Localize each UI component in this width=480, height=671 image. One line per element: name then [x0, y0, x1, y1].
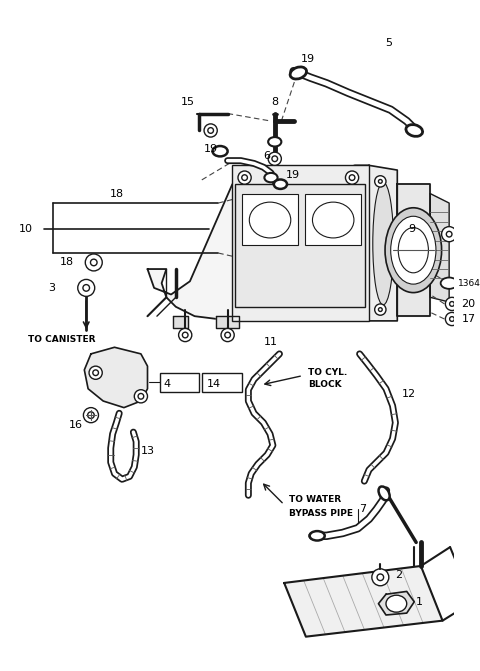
Circle shape — [445, 297, 458, 311]
Polygon shape — [430, 194, 449, 302]
Ellipse shape — [312, 202, 354, 238]
Circle shape — [375, 304, 386, 315]
Text: 8: 8 — [271, 97, 278, 107]
Text: 7: 7 — [360, 505, 367, 515]
Ellipse shape — [391, 216, 436, 284]
Ellipse shape — [290, 67, 307, 79]
Circle shape — [442, 227, 456, 242]
Text: 12: 12 — [402, 389, 416, 399]
Ellipse shape — [264, 173, 277, 183]
Circle shape — [346, 171, 359, 185]
Circle shape — [182, 332, 188, 338]
Ellipse shape — [274, 180, 287, 189]
Circle shape — [272, 156, 277, 162]
Circle shape — [83, 285, 90, 291]
Circle shape — [89, 366, 102, 379]
Ellipse shape — [379, 486, 390, 501]
Text: 11: 11 — [264, 337, 277, 347]
Text: 16: 16 — [69, 419, 83, 429]
Text: BLOCK: BLOCK — [308, 380, 341, 389]
Text: 20: 20 — [461, 299, 476, 309]
Ellipse shape — [310, 531, 324, 541]
Polygon shape — [284, 566, 443, 637]
Text: 19: 19 — [286, 170, 300, 180]
Circle shape — [242, 174, 247, 180]
Text: TO CYL.: TO CYL. — [308, 368, 347, 377]
Circle shape — [378, 308, 382, 311]
Ellipse shape — [398, 227, 429, 273]
Circle shape — [208, 127, 214, 134]
Circle shape — [225, 332, 230, 338]
Circle shape — [238, 171, 251, 185]
Circle shape — [134, 390, 147, 403]
Bar — [160, 372, 199, 392]
Ellipse shape — [373, 183, 394, 305]
Text: 18: 18 — [60, 258, 74, 268]
Circle shape — [221, 328, 234, 342]
Text: 19: 19 — [301, 54, 315, 64]
Circle shape — [88, 412, 94, 419]
Circle shape — [179, 328, 192, 342]
Circle shape — [450, 317, 455, 321]
Circle shape — [445, 313, 458, 325]
Circle shape — [93, 370, 98, 376]
Text: TO WATER: TO WATER — [289, 495, 341, 505]
Circle shape — [204, 124, 217, 137]
Text: 5: 5 — [385, 38, 392, 48]
Polygon shape — [378, 591, 414, 615]
Circle shape — [349, 174, 355, 180]
Text: 9: 9 — [408, 223, 416, 234]
Circle shape — [446, 231, 452, 237]
Bar — [305, 194, 361, 246]
Polygon shape — [147, 165, 369, 321]
Text: 15: 15 — [180, 97, 194, 107]
Polygon shape — [369, 165, 397, 321]
Text: 19: 19 — [204, 144, 218, 154]
Text: 1: 1 — [416, 597, 423, 607]
Circle shape — [138, 393, 144, 399]
Text: 10: 10 — [18, 223, 32, 234]
Bar — [235, 185, 365, 307]
Circle shape — [84, 407, 98, 423]
Text: 6: 6 — [264, 151, 270, 161]
Circle shape — [85, 254, 102, 271]
Ellipse shape — [385, 208, 442, 293]
Text: 1364: 1364 — [457, 278, 480, 288]
Ellipse shape — [249, 202, 291, 238]
Ellipse shape — [406, 125, 422, 136]
Polygon shape — [84, 348, 147, 407]
Bar — [202, 372, 242, 392]
Circle shape — [377, 574, 384, 580]
Text: 17: 17 — [461, 314, 476, 324]
Polygon shape — [216, 316, 239, 328]
Circle shape — [78, 279, 95, 297]
Ellipse shape — [268, 137, 281, 146]
Circle shape — [268, 152, 281, 165]
Polygon shape — [173, 316, 188, 328]
Bar — [232, 165, 369, 321]
Circle shape — [450, 301, 455, 306]
Text: 4: 4 — [164, 379, 171, 389]
Bar — [242, 194, 299, 246]
Text: 14: 14 — [207, 379, 221, 389]
Text: BYPASS PIPE: BYPASS PIPE — [289, 509, 353, 518]
Circle shape — [378, 180, 382, 183]
Circle shape — [375, 176, 386, 187]
Text: 3: 3 — [48, 283, 56, 293]
Text: 2: 2 — [396, 570, 403, 580]
Ellipse shape — [386, 595, 407, 612]
Text: TO CANISTER: TO CANISTER — [28, 336, 96, 344]
Polygon shape — [397, 185, 430, 316]
Text: 13: 13 — [141, 446, 155, 456]
Circle shape — [372, 569, 389, 586]
Ellipse shape — [213, 146, 228, 156]
Circle shape — [90, 259, 97, 266]
Ellipse shape — [441, 278, 457, 289]
Text: 18: 18 — [110, 189, 124, 199]
